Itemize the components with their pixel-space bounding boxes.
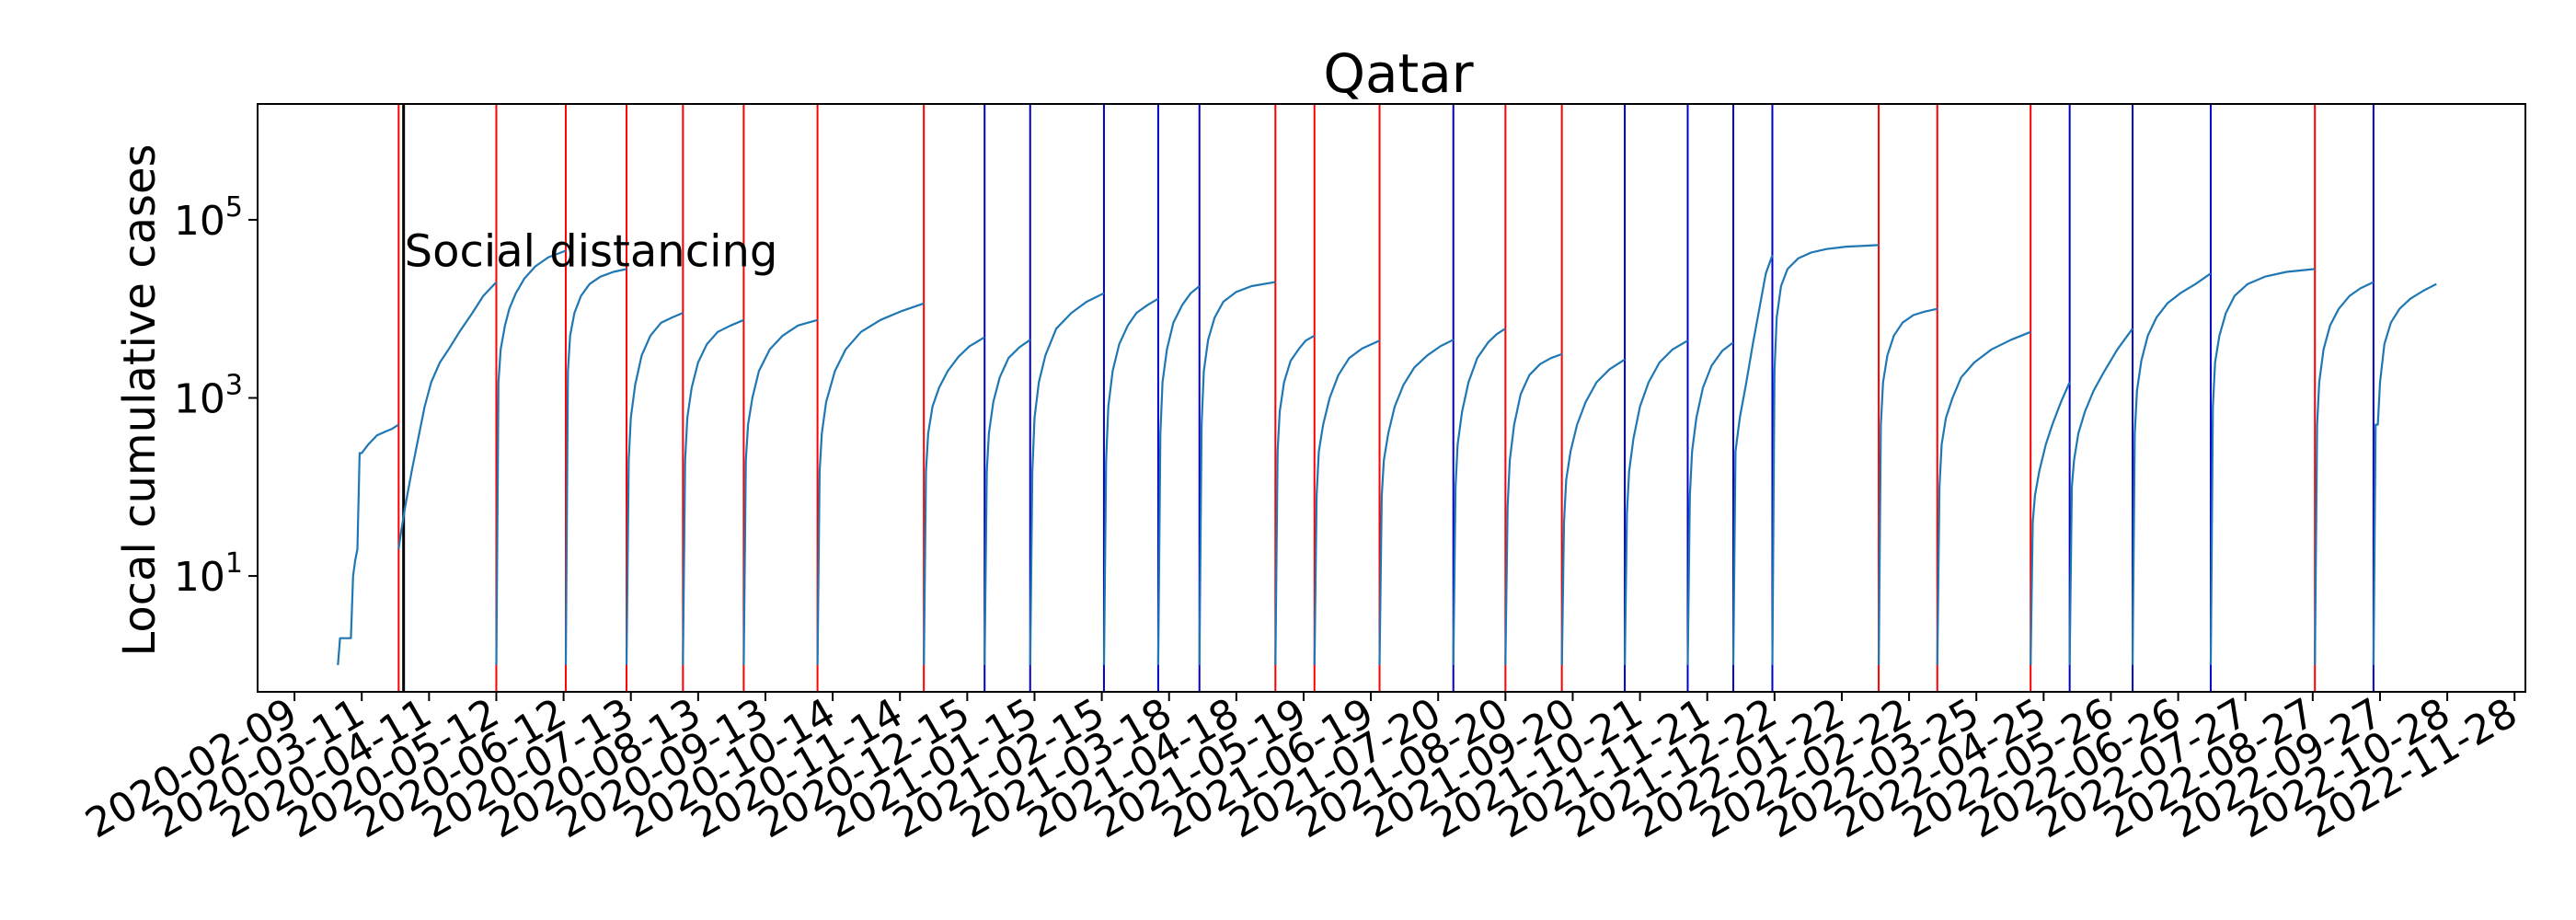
chart-title: Qatar [1323, 42, 1473, 105]
series-segment-13 [1198, 281, 1276, 665]
series-segment-6 [742, 318, 818, 665]
series-segment-12 [1156, 285, 1201, 665]
series-segment-1 [397, 281, 498, 550]
series-segment-30 [2314, 281, 2375, 665]
plot-area-frame [257, 103, 2526, 693]
series-segment-5 [682, 318, 744, 665]
series-segment-8 [923, 336, 985, 665]
y-axis-label: Local cumulative cases [114, 144, 166, 656]
series-segment-20 [1624, 339, 1689, 665]
series-segment-22 [1731, 255, 1774, 665]
series-segment-14 [1274, 334, 1316, 665]
series-segment-11 [1102, 297, 1159, 665]
y-tick-label-2: 105 [174, 191, 243, 245]
series-segment-25 [1936, 330, 2031, 665]
series-segment-21 [1686, 341, 1734, 665]
y-tick-label-0: 101 [174, 547, 243, 601]
y-tick-exponent-0: 1 [225, 547, 243, 580]
series-segment-15 [1313, 339, 1380, 665]
y-tick-exponent-1: 3 [225, 370, 243, 402]
series-segment-27 [2068, 328, 2133, 665]
series-segment-9 [983, 339, 1031, 665]
series-segment-23 [1771, 244, 1880, 665]
series-segment-10 [1029, 292, 1105, 665]
y-tick-exponent-2: 5 [225, 191, 243, 224]
series-segment-2 [495, 249, 567, 665]
series-segment-26 [2030, 382, 2071, 665]
y-ticks: 101 103 105 [174, 191, 258, 601]
series-segment-31 [2372, 282, 2437, 665]
annotation-social-distancing: Social distancing [405, 225, 778, 277]
intervention-lines [397, 104, 2375, 692]
series-segment-7 [816, 302, 925, 665]
series-segment-16 [1378, 339, 1455, 665]
series-segment-29 [2209, 268, 2316, 665]
series-segment-3 [564, 268, 627, 665]
series-segment-4 [625, 312, 684, 665]
series-segment-0 [337, 423, 399, 665]
y-tick-label-1: 103 [174, 370, 243, 423]
series-segment-24 [1878, 307, 1938, 665]
series-segment-17 [1452, 328, 1506, 665]
series-segment-19 [1560, 358, 1626, 665]
series-segment-18 [1504, 352, 1563, 665]
x-ticks: 2020-02-092020-03-112020-04-112020-05-12… [78, 689, 2525, 847]
series-segment-28 [2131, 272, 2212, 665]
series-group [337, 244, 2437, 665]
